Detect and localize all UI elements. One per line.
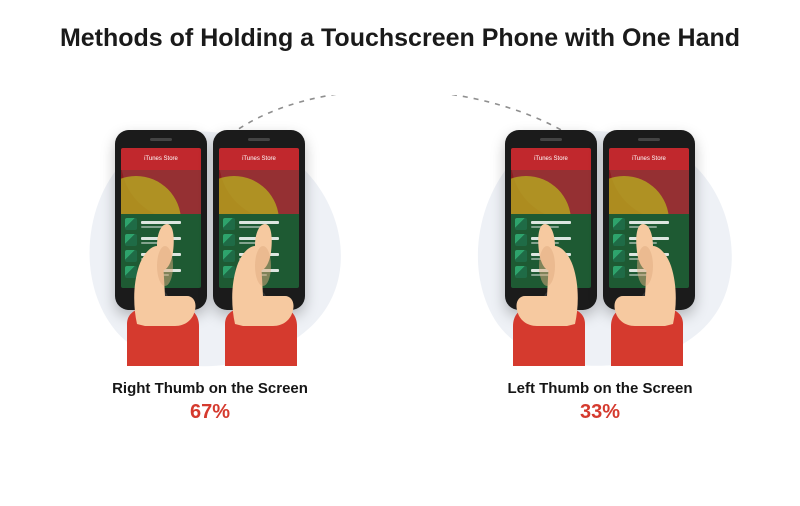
phone-illustration: iTunes Store [115, 130, 207, 360]
home-button-icon [544, 291, 558, 305]
list-item [613, 233, 685, 247]
phone-speaker [638, 138, 660, 141]
phone-pair: iTunes Store [465, 130, 735, 360]
list-item [125, 217, 197, 231]
screen-list [121, 214, 201, 288]
list-item [125, 233, 197, 247]
list-item [515, 233, 587, 247]
panel-left-thumb: iTunes Store [450, 120, 750, 424]
percentage-right-thumb: 67% [60, 401, 360, 424]
screen-header: iTunes Store [511, 148, 591, 170]
phone-screen: iTunes Store [609, 148, 689, 288]
phone-illustration: iTunes Store [603, 130, 695, 360]
phone-illustration: iTunes Store [213, 130, 305, 360]
phone-body: iTunes Store [505, 130, 597, 310]
phone-screen: iTunes Store [219, 148, 299, 288]
list-item [223, 265, 295, 279]
screen-album-art [609, 170, 689, 214]
screen-album-art [511, 170, 591, 214]
caption-right-thumb: Right Thumb on the Screen [60, 380, 360, 397]
panel-right-thumb: iTunes Store [60, 120, 360, 424]
illustration-left-thumb: iTunes Store [465, 120, 735, 370]
list-item [515, 249, 587, 263]
screen-album-art [121, 170, 201, 214]
phone-screen: iTunes Store [511, 148, 591, 288]
list-item [125, 265, 197, 279]
illustration-right-thumb: iTunes Store [75, 120, 345, 370]
percentage-left-thumb: 33% [450, 401, 750, 424]
list-item [223, 249, 295, 263]
screen-header: iTunes Store [219, 148, 299, 170]
screen-header: iTunes Store [121, 148, 201, 170]
list-item [515, 217, 587, 231]
home-button-icon [154, 291, 168, 305]
phone-body: iTunes Store [115, 130, 207, 310]
page-title: Methods of Holding a Touchscreen Phone w… [0, 24, 800, 53]
screen-album-art [219, 170, 299, 214]
phone-screen: iTunes Store [121, 148, 201, 288]
list-item [613, 249, 685, 263]
home-button-icon [252, 291, 266, 305]
list-item [613, 265, 685, 279]
list-item [223, 233, 295, 247]
phone-body: iTunes Store [213, 130, 305, 310]
phone-pair: iTunes Store [75, 130, 345, 360]
list-item [515, 265, 587, 279]
phone-illustration: iTunes Store [505, 130, 597, 360]
home-button-icon [642, 291, 656, 305]
phone-speaker [150, 138, 172, 141]
screen-list [219, 214, 299, 288]
list-item [223, 217, 295, 231]
list-item [613, 217, 685, 231]
phone-body: iTunes Store [603, 130, 695, 310]
screen-list [511, 214, 591, 288]
screen-list [609, 214, 689, 288]
caption-left-thumb: Left Thumb on the Screen [450, 380, 750, 397]
list-item [125, 249, 197, 263]
phone-speaker [540, 138, 562, 141]
phone-speaker [248, 138, 270, 141]
screen-header: iTunes Store [609, 148, 689, 170]
